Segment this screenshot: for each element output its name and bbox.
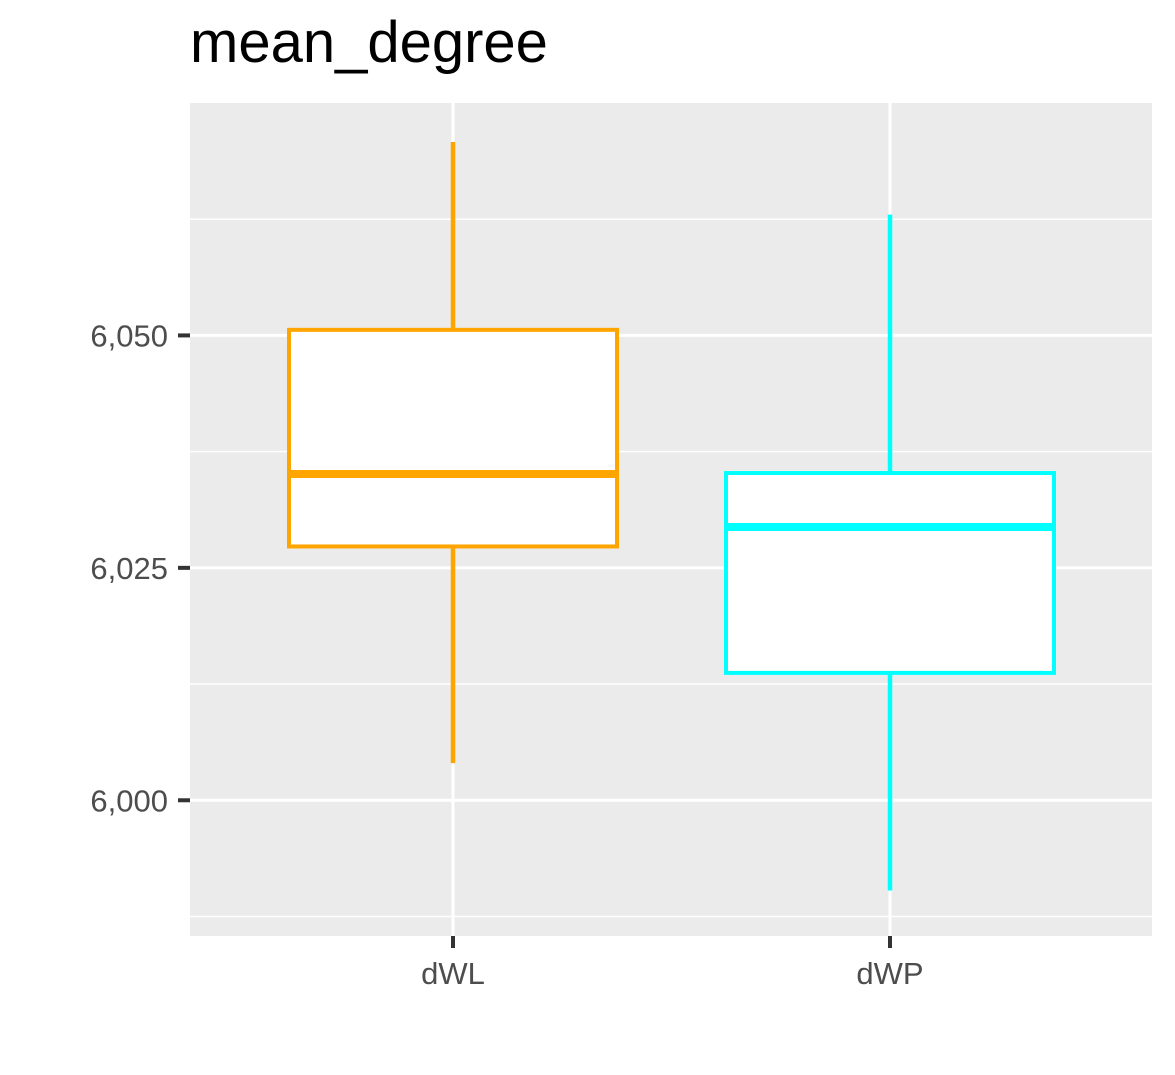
box-dwl: [287, 142, 619, 764]
y-tick-label: 6,025: [90, 551, 168, 586]
x-tick-label: dWL: [421, 956, 485, 991]
y-tick-label: 6,000: [90, 783, 168, 818]
minor-gridlines: [190, 218, 1152, 918]
x-axis: dWL dWP: [421, 936, 924, 991]
x-tick-label: dWP: [856, 956, 923, 991]
y-tick-label: 6,050: [90, 318, 168, 353]
box-dwp: [724, 214, 1056, 891]
interquartile-box: [724, 471, 1056, 675]
box-group: [287, 142, 1056, 891]
interquartile-box: [287, 327, 619, 549]
y-axis: 6,000 6,025 6,050: [90, 318, 190, 818]
chart-title: mean_degree: [190, 10, 548, 75]
